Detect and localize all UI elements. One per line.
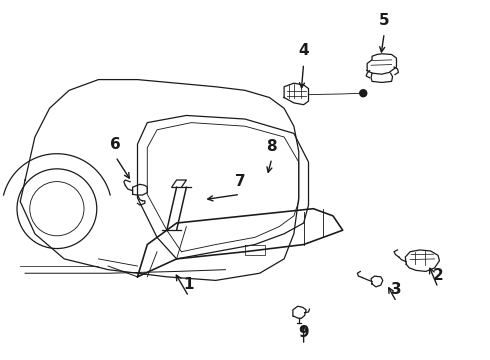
Text: 3: 3 (391, 282, 402, 297)
Text: 2: 2 (433, 267, 443, 283)
Text: 5: 5 (379, 13, 390, 28)
Text: 9: 9 (298, 325, 309, 340)
Text: 4: 4 (298, 44, 309, 58)
Text: 8: 8 (267, 139, 277, 153)
Text: 7: 7 (235, 174, 245, 189)
Text: 6: 6 (110, 137, 121, 152)
Text: 1: 1 (184, 276, 194, 292)
Circle shape (360, 90, 367, 97)
